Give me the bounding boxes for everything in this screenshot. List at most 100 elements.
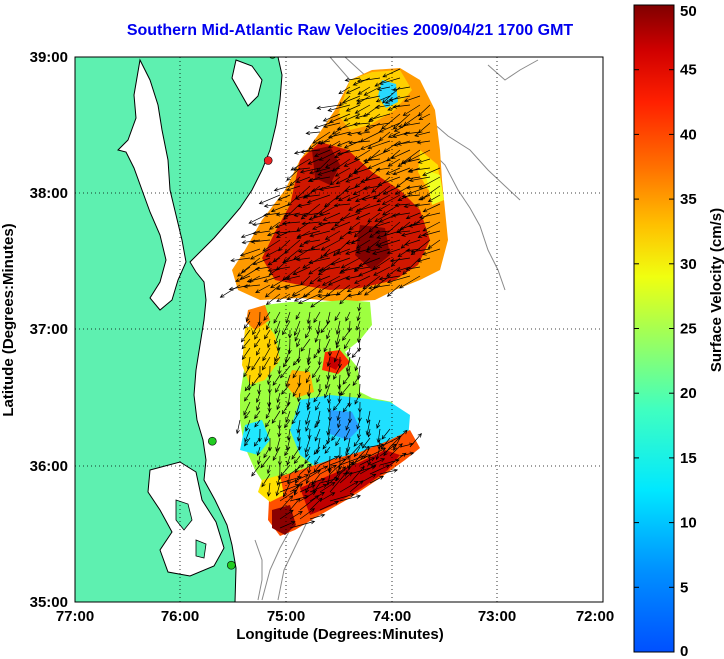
velocity-arrow (352, 185, 371, 195)
velocity-arrow (399, 275, 421, 289)
velocity-arrow (414, 203, 431, 208)
velocity-arrow (268, 221, 281, 230)
velocity-arrow (345, 176, 361, 183)
velocity-arrow (393, 122, 411, 132)
velocity-arrow (324, 383, 331, 399)
velocity-arrow (289, 510, 303, 520)
velocity-arrow (417, 158, 431, 164)
velocity-arrow (326, 356, 331, 367)
velocity-arrow (299, 495, 320, 511)
velocity-arrow (307, 320, 312, 331)
colorbar-ticks: 0 5 10 15 20 25 30 35 40 45 50 (634, 3, 697, 659)
velocity-arrow (308, 140, 321, 150)
velocity-arrow (310, 239, 331, 250)
velocity-arrow (381, 86, 401, 104)
velocity-arrow (422, 167, 441, 176)
velocity-arrow (349, 441, 363, 457)
velocity-arrow (276, 293, 291, 302)
velocity-arrow (254, 266, 271, 271)
velocity-arrow (377, 239, 401, 248)
velocity-arrow (334, 167, 351, 177)
velocity-arrow (285, 437, 291, 451)
velocity-arrow (318, 185, 341, 192)
velocity-arrow (359, 445, 370, 457)
velocity-arrow (356, 419, 361, 430)
velocity-arrow (293, 320, 301, 337)
velocity-arrow (317, 266, 341, 273)
velocity-arrow (305, 419, 311, 432)
velocity-arrow (319, 482, 336, 493)
velocity-arrow (339, 455, 365, 466)
velocity-arrow (285, 275, 301, 281)
plot-frame (74, 56, 604, 603)
velocity-arrow (293, 212, 311, 218)
velocity-arrow (409, 432, 422, 448)
velocity-arrow (417, 104, 431, 117)
velocity-arrow (388, 95, 411, 102)
velocity-arrow (396, 140, 421, 146)
velocity-arrow (416, 140, 431, 145)
velocity-arrow (408, 221, 431, 228)
x-tick-label: 75:00 (267, 608, 305, 625)
velocity-arrow (241, 347, 251, 360)
velocity-arrow (257, 383, 262, 395)
velocity-arrow (315, 401, 321, 411)
velocity-arrow (336, 464, 341, 475)
velocity-arrow (354, 356, 361, 372)
velocity-arrow (376, 194, 391, 203)
velocity-arrow (296, 338, 301, 348)
colorbar (633, 4, 675, 653)
velocity-arrow (292, 356, 301, 366)
velocity-arrow (245, 311, 251, 323)
velocity-arrow (345, 86, 361, 94)
velocity-arrow (367, 149, 391, 160)
colorbar-tick-label: 50 (680, 3, 697, 20)
velocity-arrow (253, 338, 261, 348)
velocity-arrow (317, 221, 341, 226)
velocity-arrow (365, 419, 371, 436)
velocity-arrow (313, 311, 321, 324)
velocity-arrow (244, 410, 251, 419)
x-tick-label: 72:00 (576, 608, 614, 625)
velocity-arrow (313, 446, 321, 455)
velocity-arrow (281, 401, 291, 415)
velocity-arrow (386, 284, 401, 297)
velocity-arrow (295, 311, 301, 320)
velocity-arrow (299, 463, 312, 475)
velocity-arrow (277, 419, 282, 430)
velocity-arrow (334, 212, 351, 227)
velocity-arrow (349, 465, 365, 484)
velocity-arrow (300, 203, 321, 220)
velocity-arrow (353, 167, 371, 175)
velocity-arrow (343, 158, 361, 167)
velocity-arrow (401, 194, 421, 199)
velocity-arrow (352, 374, 361, 387)
velocity-arrow (253, 437, 261, 447)
velocity-arrow (422, 248, 441, 256)
velocity-arrow (420, 185, 441, 200)
velocity-arrow (235, 275, 251, 283)
velocity-arrow (307, 356, 312, 366)
velocity-arrow (286, 455, 291, 466)
velocity-arrow (305, 482, 311, 494)
velocity-arrow (402, 257, 421, 276)
velocity-arrow (347, 131, 361, 136)
y-axis-label: Latitude (Degrees:Minutes) (0, 223, 17, 416)
velocity-arrow (314, 455, 321, 466)
velocity-arrow (308, 176, 331, 183)
velocity-arrow (266, 338, 271, 349)
velocity-arrow (263, 275, 281, 283)
velocity-arrow (308, 257, 331, 264)
velocity-arrow (241, 239, 261, 245)
velocity-arrow (262, 239, 281, 252)
velocity-arrow (345, 239, 361, 245)
y-tick-label: 39:00 (30, 49, 68, 66)
velocity-arrow (235, 419, 241, 435)
velocity-arrow (258, 194, 281, 205)
velocity-arrow (284, 446, 291, 457)
velocity-arrow (422, 230, 441, 237)
velocity-arrow (322, 212, 341, 221)
velocity-arrow (241, 338, 251, 350)
velocity-arrow (274, 329, 281, 345)
chesapeake-bay (117, 58, 187, 311)
